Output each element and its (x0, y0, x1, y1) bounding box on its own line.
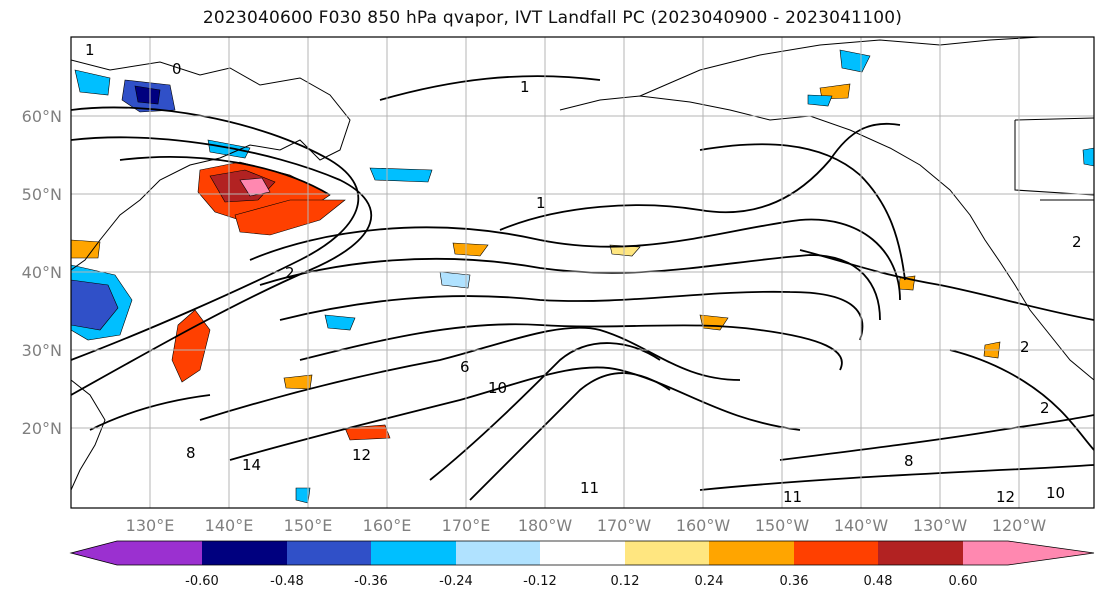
map-title: 2023040600 F030 850 hPa qvapor, IVT Land… (202, 8, 903, 28)
contour-label: 10 (488, 379, 507, 397)
contour-label: 1 (520, 78, 530, 96)
colorbar-segment (202, 541, 287, 565)
lat-label: 40°N (22, 263, 62, 282)
ivt-contours (71, 75, 1094, 501)
latitude-axis: 60°N 50°N 40°N 30°N 20°N (22, 107, 62, 438)
lon-label: 140°E (205, 516, 254, 535)
colorbar-segment (71, 541, 202, 565)
colorbar-tick-label: 0.12 (611, 574, 640, 589)
colorbar-segment (456, 541, 540, 565)
lat-label: 20°N (22, 419, 62, 438)
colorbar-segment (625, 541, 709, 565)
lon-label: 130°W (913, 516, 968, 535)
lon-label: 130°E (126, 516, 175, 535)
contour-label: 2 (1020, 338, 1030, 356)
contour-label: 12 (996, 488, 1015, 506)
contour-label: 8 (904, 452, 914, 470)
colorbar: -0.60 -0.48 -0.36 -0.24 -0.12 0.12 0.24 … (69, 540, 1095, 589)
contour-labels: 1 0 1 2 1 6 10 14 12 8 11 11 12 10 2 2 8… (85, 41, 1082, 506)
colorbar-outline (69, 540, 1095, 566)
contour-label: 12 (352, 446, 371, 464)
anomaly-fill (71, 49, 1094, 504)
lon-label: 140°W (834, 516, 889, 535)
lat-label: 50°N (22, 185, 62, 204)
plot-frame (70, 36, 1095, 509)
colorbar-tick-label: -0.12 (523, 574, 557, 589)
colorbar-tick-label: -0.60 (185, 574, 219, 589)
colorbar-segment (371, 541, 456, 565)
colorbar-segment (878, 541, 963, 565)
contour-label: 2 (1072, 233, 1082, 251)
colorbar-ticks: -0.60 -0.48 -0.36 -0.24 -0.12 0.12 0.24 … (185, 574, 977, 589)
colorbar-tick-label: -0.36 (354, 574, 388, 589)
colorbar-tick-label: -0.48 (270, 574, 304, 589)
gridlines (71, 37, 1094, 508)
colorbar-segments (71, 541, 1094, 565)
lon-label: 150°W (755, 516, 810, 535)
colorbar-tick-label: 0.24 (695, 574, 724, 589)
contour-label: 8 (186, 444, 196, 462)
lon-label: 160°E (363, 516, 412, 535)
contour-label: 6 (460, 358, 470, 376)
lon-label: 170°W (597, 516, 652, 535)
colorbar-segment (287, 541, 371, 565)
lon-label: 150°E (284, 516, 333, 535)
colorbar-tick-label: 0.36 (780, 574, 809, 589)
contour-label: 10 (1046, 484, 1065, 502)
contour-label: 14 (242, 456, 261, 474)
colorbar-segment (540, 541, 625, 565)
contour-label: 2 (285, 264, 295, 282)
colorbar-tick-label: -0.24 (439, 574, 473, 589)
longitude-axis: 130°E 140°E 150°E 160°E 170°E 180°W 170°… (126, 516, 1047, 535)
contour-label: 2 (1040, 399, 1050, 417)
colorbar-tick-label: 0.60 (949, 574, 978, 589)
lon-label: 180°W (518, 516, 573, 535)
lat-label: 30°N (22, 341, 62, 360)
lon-label: 120°W (992, 516, 1047, 535)
colorbar-segment (794, 541, 878, 565)
contour-label: 1 (85, 41, 95, 59)
colorbar-segment (709, 541, 794, 565)
contour-label: 0 (172, 60, 182, 78)
contour-label: 11 (580, 479, 599, 497)
colorbar-tick-label: 0.48 (864, 574, 893, 589)
contour-label: 11 (783, 488, 802, 506)
colorbar-segment (963, 541, 1094, 565)
contour-label: 1 (536, 194, 546, 212)
lat-label: 60°N (22, 107, 62, 126)
lon-label: 160°W (676, 516, 731, 535)
lon-label: 170°E (442, 516, 491, 535)
